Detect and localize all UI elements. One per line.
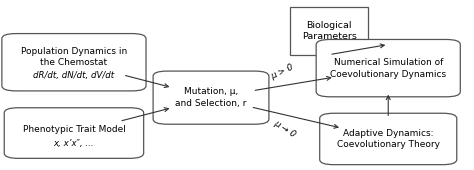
Text: μ → 0: μ → 0 <box>272 118 297 139</box>
FancyBboxPatch shape <box>290 7 368 55</box>
Text: μ > 0: μ > 0 <box>269 63 294 81</box>
FancyBboxPatch shape <box>319 113 457 165</box>
Text: x, x’x″, ...: x, x’x″, ... <box>54 139 94 148</box>
FancyBboxPatch shape <box>4 108 144 158</box>
FancyBboxPatch shape <box>316 39 460 97</box>
Text: Adaptive Dynamics:
Coevolutionary Theory: Adaptive Dynamics: Coevolutionary Theory <box>337 129 440 149</box>
Text: dR/dt, dN/dt, dV/dt: dR/dt, dN/dt, dV/dt <box>33 71 115 80</box>
Text: Biological
Parameters: Biological Parameters <box>302 21 356 41</box>
Text: Population Dynamics in
the Chemostat: Population Dynamics in the Chemostat <box>21 47 127 67</box>
FancyBboxPatch shape <box>153 71 269 124</box>
Text: Phenotypic Trait Model: Phenotypic Trait Model <box>22 124 126 133</box>
Text: Numerical Simulation of
Coevolutionary Dynamics: Numerical Simulation of Coevolutionary D… <box>330 58 447 79</box>
Text: Mutation, μ,
and Selection, r: Mutation, μ, and Selection, r <box>175 87 246 108</box>
FancyBboxPatch shape <box>2 33 146 91</box>
